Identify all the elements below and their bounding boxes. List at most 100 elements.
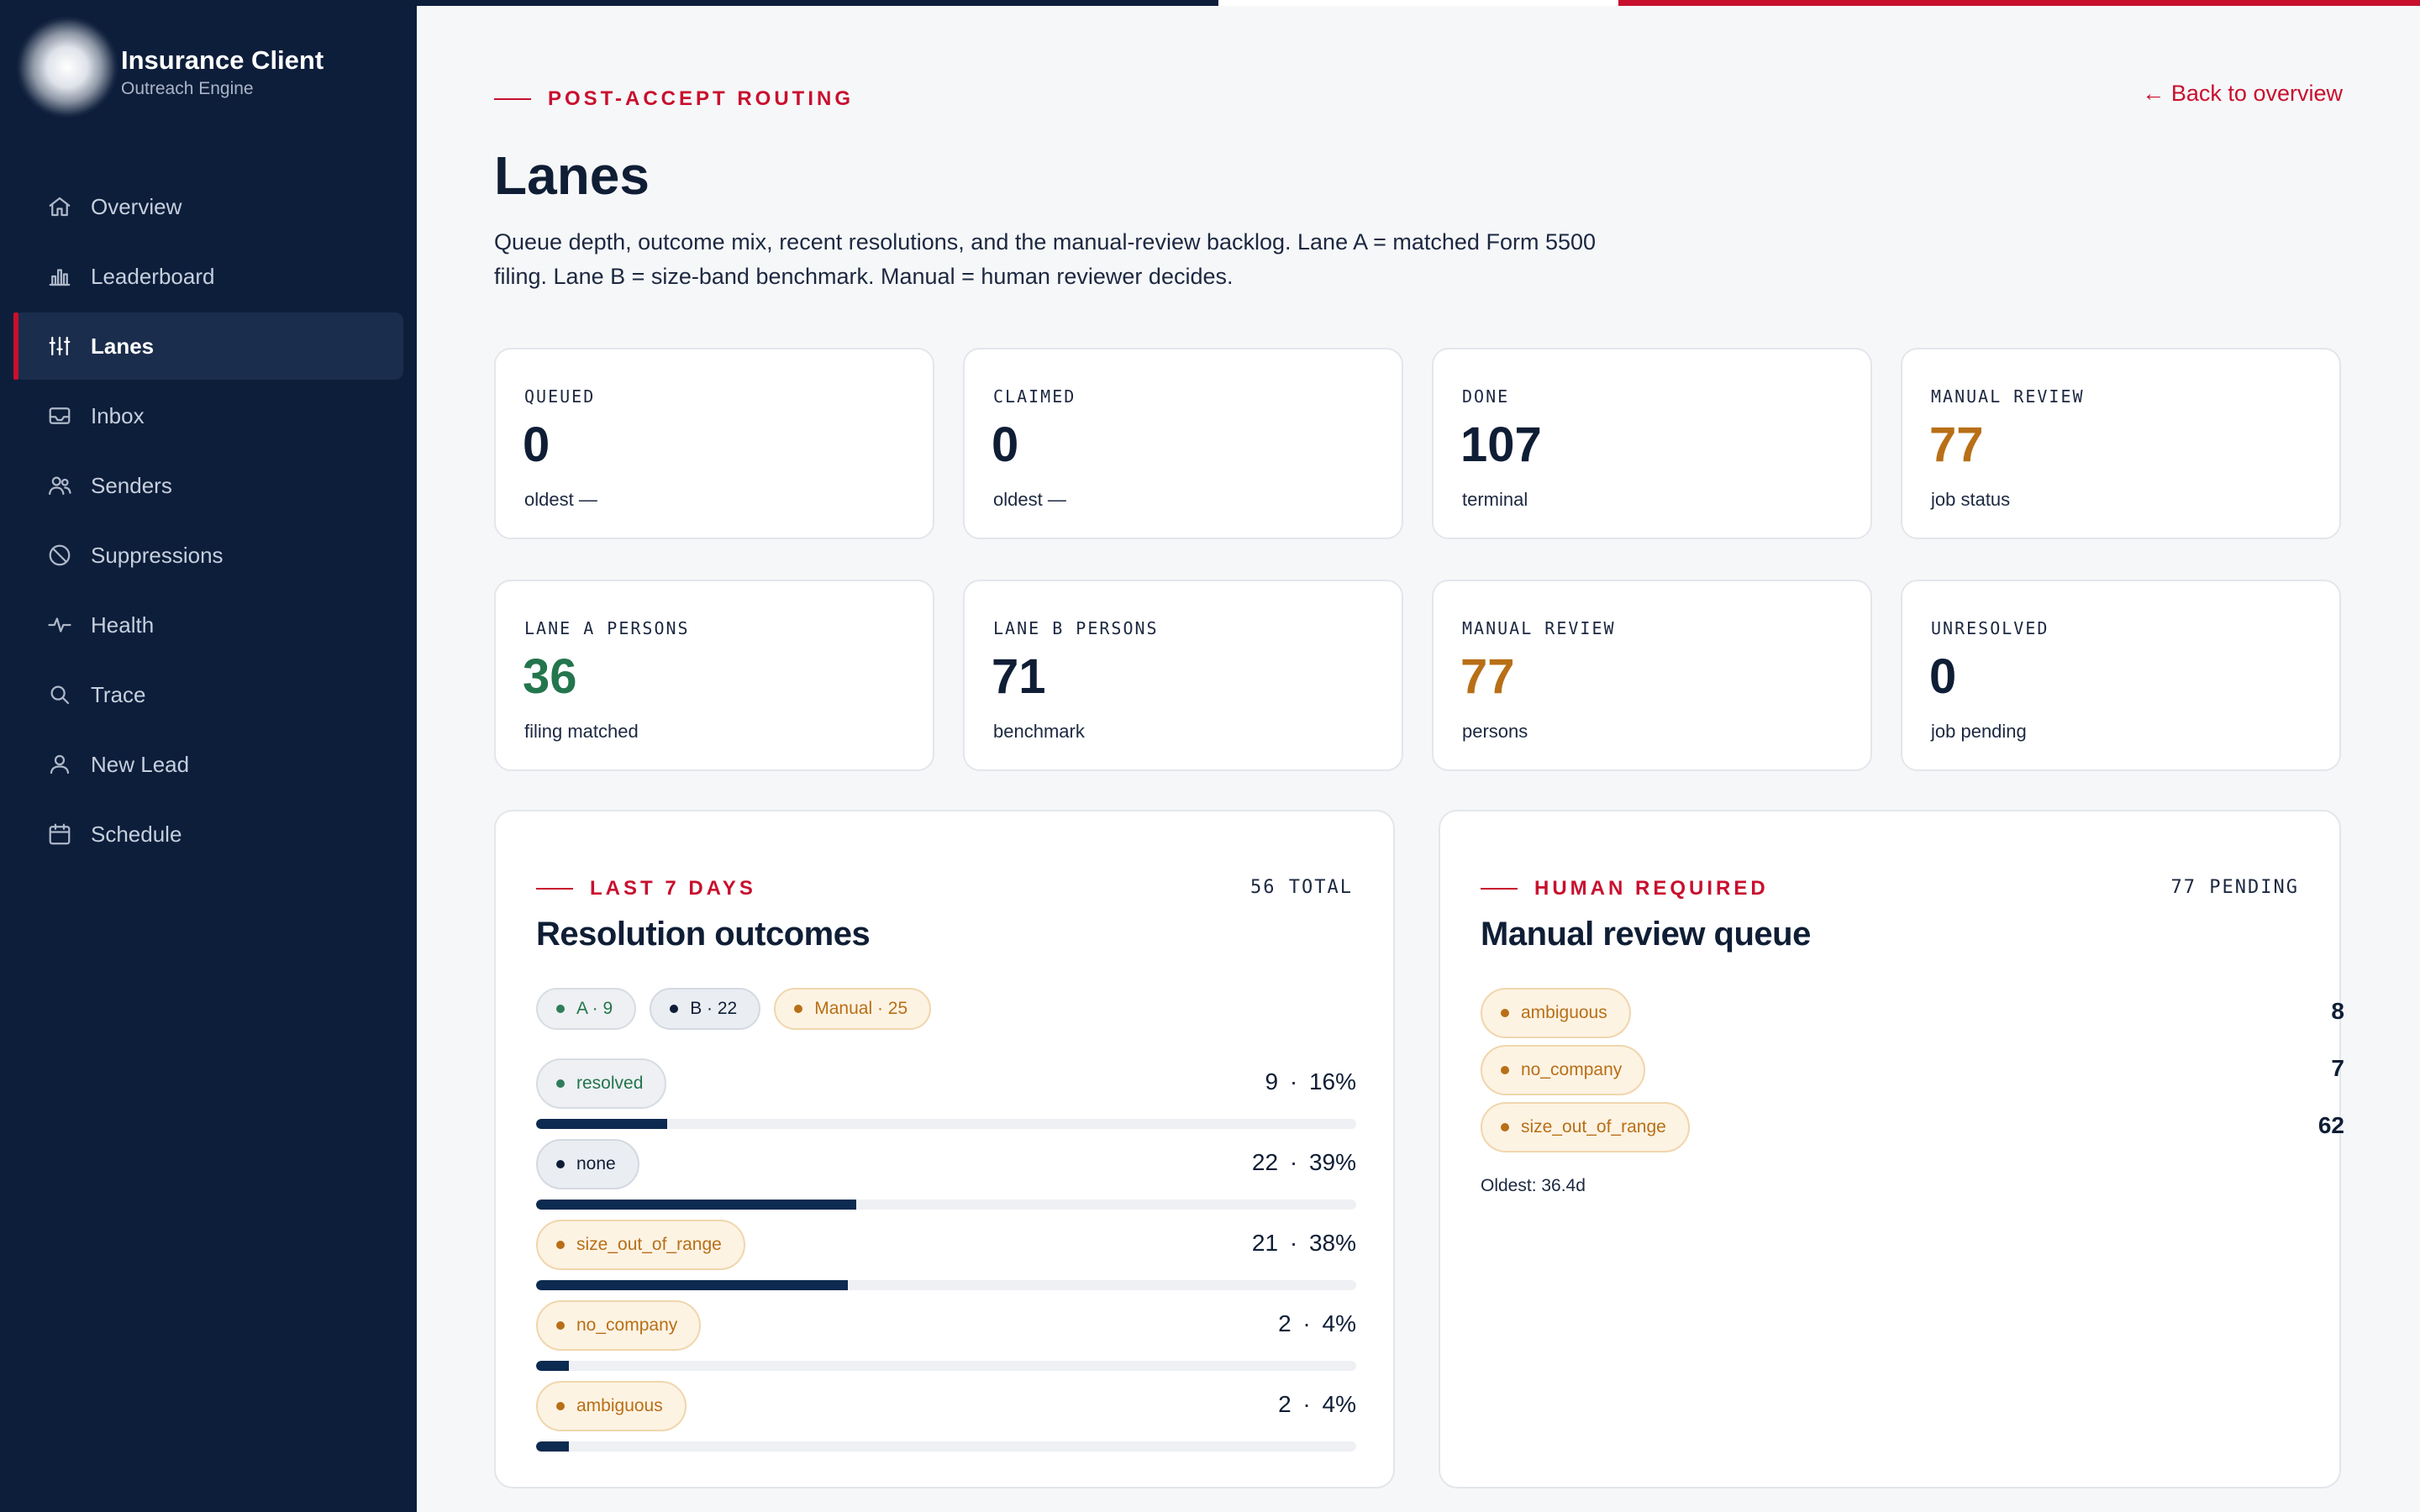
stat-label: DONE (1462, 386, 1510, 407)
outcome-bar-fill (536, 1119, 668, 1129)
panel-title: Resolution outcomes (536, 916, 871, 953)
brand-subtitle: Outreach Engine (121, 79, 254, 98)
page-description: Queue depth, outcome mix, recent resolut… (494, 229, 1597, 289)
main-content: POST-ACCEPT ROUTING ← Back to overview L… (417, 0, 2420, 1512)
ban-icon (45, 541, 74, 570)
review-queue-row[interactable]: size_out_of_range 62 (1481, 1102, 2344, 1152)
stat-label: CLAIMED (993, 386, 1076, 407)
review-reason-pill: no_company (1481, 1045, 1646, 1095)
outcome-row: no_company 2 · 4% (536, 1300, 1356, 1381)
outcome-bar-fill (536, 1441, 570, 1452)
search-icon (45, 680, 74, 709)
outcome-bar-track (536, 1441, 1356, 1452)
sidebar-item-label: Senders (91, 472, 172, 498)
stat-subtext: terminal (1462, 489, 1528, 510)
review-reason-count: 8 (2331, 998, 2344, 1024)
brand[interactable]: Insurance Client Outreach Engine (17, 17, 387, 118)
review-reason-pill: ambiguous (1481, 988, 1631, 1038)
outcome-label: resolved (576, 1074, 644, 1093)
review-reason-label: size_out_of_range (1521, 1117, 1666, 1137)
panel-eyebrow: LAST 7 DAYS (536, 877, 756, 900)
top-stripe-navy (417, 0, 1218, 6)
panel-eyebrow-text: LAST 7 DAYS (590, 877, 756, 900)
sidebar-item-label: Inbox (91, 402, 145, 428)
review-queue-row[interactable]: no_company 7 (1481, 1045, 2344, 1095)
stat-card-lane-a: LANE A PERSONS 36 filing matched (494, 580, 934, 771)
sidebar-item-schedule[interactable]: Schedule (13, 801, 403, 868)
sidebar-item-suppressions[interactable]: Suppressions (13, 522, 403, 589)
stat-label: QUEUED (524, 386, 596, 407)
stat-subtext: filing matched (524, 721, 639, 742)
stat-card-claimed: CLAIMED 0 oldest — (963, 348, 1403, 539)
status-dot (556, 1241, 565, 1249)
legend-pill-lane-a: A · 9 (536, 988, 637, 1030)
status-dot (1501, 1123, 1509, 1131)
stat-label: LANE B PERSONS (993, 618, 1159, 638)
sidebar-item-inbox[interactable]: Inbox (13, 382, 403, 449)
legend-label: A · 9 (576, 999, 613, 1018)
sidebar-item-senders[interactable]: Senders (13, 452, 403, 519)
stat-value: 36 (523, 649, 577, 704)
outcome-row: none 22 · 39% (536, 1139, 1356, 1220)
inbox-icon (45, 402, 74, 430)
eyebrow-dash (1481, 888, 1518, 890)
stat-card-queued: QUEUED 0 oldest — (494, 348, 934, 539)
sidebar-item-health[interactable]: Health (13, 591, 403, 659)
review-reason-pill: size_out_of_range (1481, 1102, 1690, 1152)
eyebrow-dash (536, 888, 573, 890)
panel-title: Manual review queue (1481, 916, 1811, 953)
stat-value: 71 (992, 649, 1046, 704)
status-dot (556, 1079, 565, 1088)
legend-label: Manual · 25 (814, 999, 908, 1018)
outcome-pill: none (536, 1139, 639, 1189)
stat-card-lane-b: LANE B PERSONS 71 benchmark (963, 580, 1403, 771)
stat-value: 77 (1460, 649, 1515, 704)
sidebar-item-leaderboard[interactable]: Leaderboard (13, 243, 403, 310)
status-dot (556, 1160, 565, 1168)
sidebar-item-new-lead[interactable]: New Lead (13, 731, 403, 798)
sidebar-nav: Overview Leaderboard Lanes Inbox Senders (13, 173, 403, 870)
status-dot (1501, 1066, 1509, 1074)
stat-value: 107 (1460, 417, 1542, 472)
stat-subtext: job pending (1931, 721, 2027, 742)
review-reason-label: no_company (1521, 1060, 1623, 1079)
outcome-bar-fill (536, 1361, 570, 1371)
stat-subtext: oldest — (993, 489, 1066, 510)
status-dot (556, 1402, 565, 1410)
outcome-pill: resolved (536, 1058, 667, 1109)
outcome-pill: ambiguous (536, 1381, 687, 1431)
status-dot (794, 1005, 803, 1013)
top-stripe-red (1618, 0, 2420, 6)
panel-eyebrow: HUMAN REQUIRED (1481, 877, 1769, 900)
review-queue-row[interactable]: ambiguous 8 (1481, 988, 2344, 1038)
outcome-row: size_out_of_range 21 · 38% (536, 1220, 1356, 1300)
outcome-count: 2 · 4% (1278, 1310, 1356, 1336)
eyebrow-dash (494, 98, 531, 100)
sidebar-item-label: Overview (91, 193, 182, 219)
stat-value: 0 (1929, 649, 1957, 704)
outcome-row: ambiguous 2 · 4% (536, 1381, 1356, 1462)
home-icon (45, 192, 74, 221)
back-to-overview-link[interactable]: ← Back to overview (2142, 81, 2343, 106)
sidebar-item-trace[interactable]: Trace (13, 661, 403, 728)
calendar-icon (45, 820, 74, 848)
oldest-pending-age: Oldest: 36.4d (1481, 1176, 1586, 1195)
sidebar-item-lanes[interactable]: Lanes (13, 312, 403, 380)
outcome-label: ambiguous (576, 1396, 663, 1415)
sidebar-item-label: Lanes (91, 333, 155, 359)
stat-subtext: persons (1462, 721, 1528, 742)
sidebar-item-overview[interactable]: Overview (13, 173, 403, 240)
stat-label: MANUAL REVIEW (1462, 618, 1616, 638)
status-dot (670, 1005, 679, 1013)
outcome-pill: size_out_of_range (536, 1220, 745, 1270)
outcomes-total-count: 56 TOTAL (1250, 877, 1353, 898)
legend-pill-manual: Manual · 25 (774, 988, 932, 1030)
stat-subtext: benchmark (993, 721, 1085, 742)
outcome-row: resolved 9 · 16% (536, 1058, 1356, 1139)
sidebar-item-label: New Lead (91, 751, 190, 777)
stat-card-manual-review-persons: MANUAL REVIEW 77 persons (1432, 580, 1872, 771)
sidebar-item-label: Trace (91, 681, 146, 707)
sidebar-item-label: Leaderboard (91, 263, 215, 289)
bar-chart-icon (45, 262, 74, 291)
stat-card-manual-review-jobs: MANUAL REVIEW 77 job status (1901, 348, 2341, 539)
